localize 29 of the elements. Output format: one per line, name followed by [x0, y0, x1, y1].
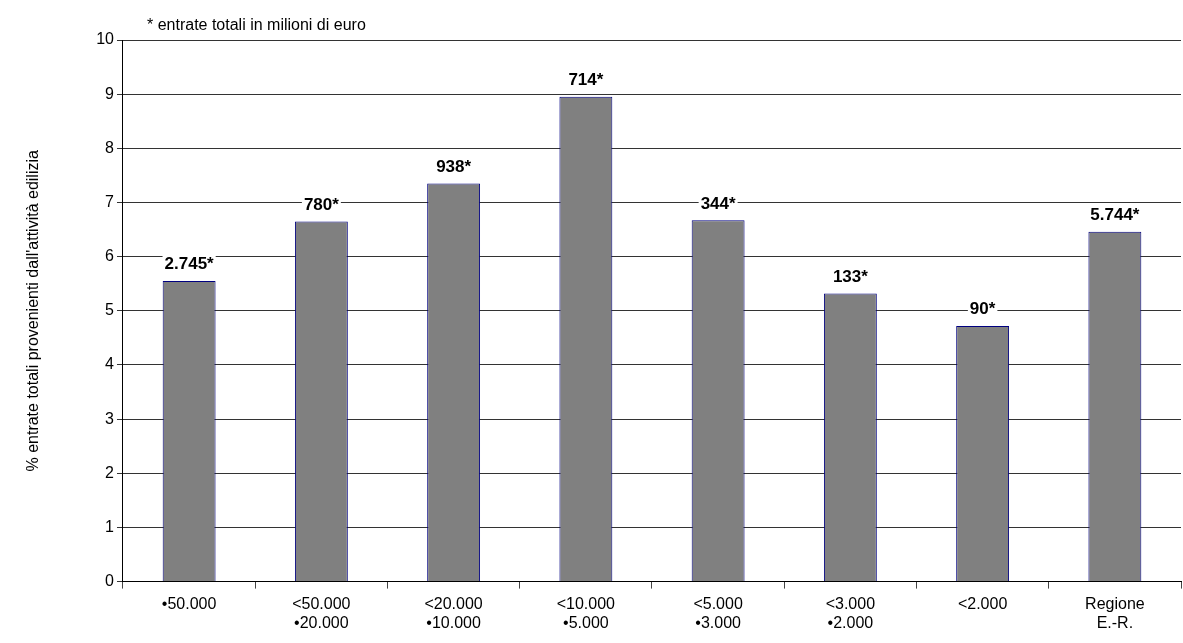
- y-axis-title: % entrate totali provenienti dall'attività edilizia: [24, 149, 42, 472]
- x-tick-label: <50.000 •20.000: [292, 594, 351, 631]
- annotation: 714*: [568, 70, 604, 90]
- annotation: 938*: [436, 156, 472, 176]
- annotation: 344*: [700, 193, 736, 213]
- y-tick-label: 5: [105, 301, 115, 319]
- y-tick-label: 9: [105, 84, 115, 102]
- annotation: 2.745*: [164, 254, 215, 274]
- annotation: 90*: [969, 299, 996, 319]
- y-tick-label: 6: [105, 247, 115, 265]
- y-tick-label: 8: [105, 138, 115, 156]
- x-tick-label: <2.000: [957, 594, 1008, 612]
- annotation: 780*: [303, 194, 340, 214]
- y-tick-label: 4: [105, 355, 115, 373]
- x-tick-label: Regione E.-R.: [1085, 594, 1145, 631]
- x-tick-label: <10.000 •5.000: [556, 594, 616, 631]
- annotation: 133*: [832, 266, 869, 286]
- y-tick-label: 2: [105, 463, 115, 481]
- y-tick-label: 0: [105, 572, 115, 590]
- x-tick-label: •50.000: [161, 594, 217, 612]
- y-tick-label: 7: [105, 192, 115, 210]
- y-tick-label: 3: [105, 409, 115, 427]
- x-tick-label: <5.000 •3.000: [693, 594, 743, 631]
- y-tick-label: 10: [96, 30, 115, 48]
- x-tick-label: <20.000 •10.000: [424, 594, 483, 631]
- y-tick-label: 1: [105, 517, 115, 535]
- annotation: 5.744*: [1090, 204, 1140, 224]
- text: * entrate totali in milioni di euro: [147, 16, 366, 34]
- x-tick-label: <3.000 •2.000: [825, 594, 876, 631]
